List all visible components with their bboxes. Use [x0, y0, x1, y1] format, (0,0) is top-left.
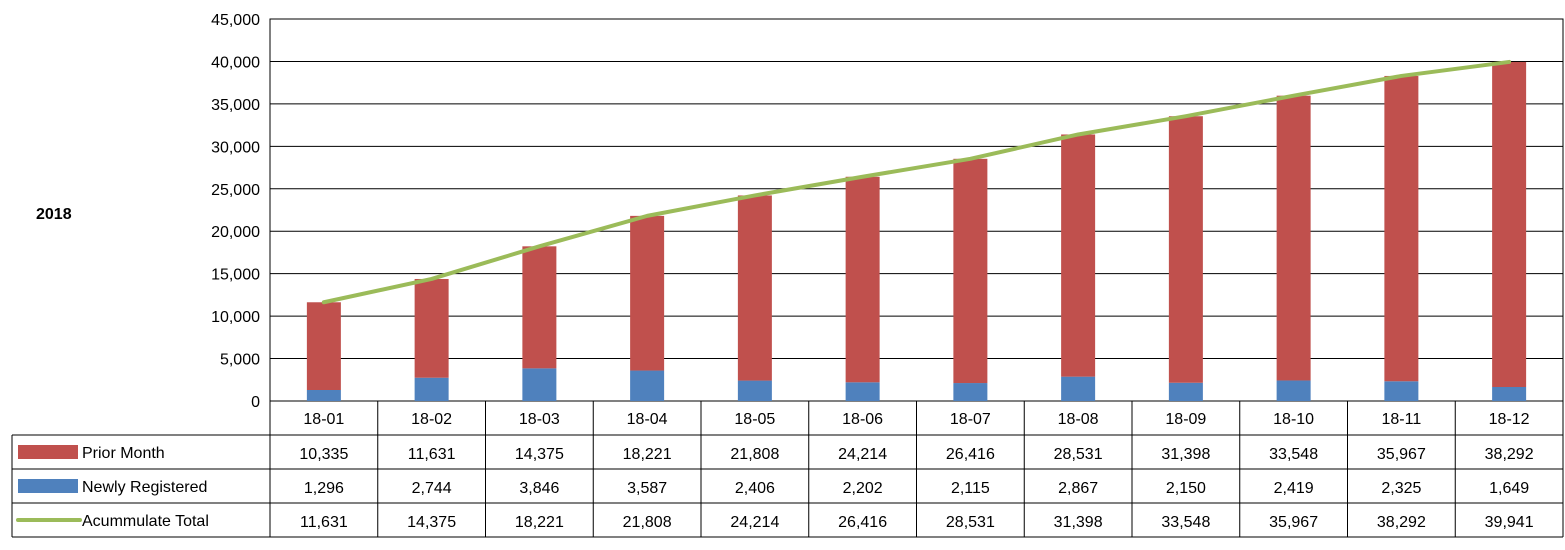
y-tick-label: 40,000 [211, 54, 260, 71]
bar-prior-month [737, 195, 772, 381]
bar-newly-registered [1276, 380, 1311, 401]
x-tick-label: 18-12 [1489, 411, 1530, 428]
table-value: 35,967 [1377, 446, 1426, 463]
table-value: 18,221 [515, 514, 564, 531]
x-tick-label: 18-09 [1165, 411, 1206, 428]
x-tick-label: 18-02 [411, 411, 452, 428]
table-value: 1,649 [1489, 480, 1529, 497]
bar-newly-registered [845, 382, 880, 401]
y-tick-label: 30,000 [211, 139, 260, 156]
table-value: 26,416 [946, 446, 995, 463]
table-value: 2,867 [1058, 480, 1098, 497]
y-axis: 0 5,000 10,000 15,000 20,000 25,000 30,000 35,0… [211, 12, 260, 411]
bar-newly-registered [1384, 381, 1419, 401]
bar-prior-month [306, 302, 341, 390]
bar-prior-month [1276, 95, 1311, 381]
x-tick-label: 18-05 [734, 411, 775, 428]
bar-prior-month [1384, 75, 1419, 382]
bar-prior-month [522, 246, 557, 369]
bar-newly-registered [1492, 387, 1527, 401]
y-tick-label: 25,000 [211, 182, 260, 199]
table-value: 24,214 [838, 446, 887, 463]
bar-newly-registered [737, 380, 772, 401]
table-value: 39,941 [1485, 514, 1534, 531]
y-tick-label: 0 [251, 394, 260, 411]
side-label: 2018 [36, 206, 72, 223]
x-tick-label: 18-06 [842, 411, 883, 428]
x-tick-label: 18-07 [950, 411, 991, 428]
data-table: 18-01 18-02 18-03 18-04 18-05 18-06 18-07 18-08… [11, 401, 1564, 538]
table-value: 2,325 [1381, 480, 1421, 497]
table-value: 14,375 [407, 514, 456, 531]
x-tick-label: 18-11 [1382, 411, 1422, 428]
table-value: 3,846 [519, 480, 559, 497]
bar-newly-registered [414, 377, 449, 401]
bar-prior-month [1168, 116, 1203, 383]
table-value: 11,631 [300, 514, 348, 531]
table-value: 1,296 [304, 480, 344, 497]
bar-newly-registered [306, 389, 341, 401]
table-value: 28,531 [946, 514, 995, 531]
table-value: 28,531 [1054, 446, 1103, 463]
bar-series [306, 61, 1527, 401]
table-value: 10,335 [299, 446, 348, 463]
x-tick-label: 18-03 [519, 411, 560, 428]
legend-label: Acummulate Total [82, 513, 209, 530]
bar-newly-registered [630, 370, 665, 401]
legend-key-newly-registered [18, 479, 78, 493]
table-value: 18,221 [623, 446, 672, 463]
x-tick-label: 18-08 [1058, 411, 1099, 428]
bar-prior-month [630, 215, 665, 371]
bar-newly-registered [522, 368, 557, 401]
y-tick-label: 35,000 [211, 97, 260, 114]
table-value: 2,406 [735, 480, 775, 497]
table-value: 2,115 [951, 480, 990, 497]
bar-prior-month [953, 158, 988, 384]
table-value: 33,548 [1161, 514, 1210, 531]
x-tick-label: 18-04 [627, 411, 668, 428]
table-value: 33,548 [1269, 446, 1318, 463]
bar-prior-month [845, 176, 880, 383]
legend-key-prior-month [18, 445, 78, 459]
y-tick-label: 15,000 [211, 267, 260, 284]
table-value: 31,398 [1054, 514, 1103, 531]
table-value: 26,416 [838, 514, 887, 531]
table-value: 35,967 [1269, 514, 1318, 531]
bar-newly-registered [1061, 376, 1096, 401]
table-value: 21,808 [730, 446, 779, 463]
table-value: 31,398 [1161, 446, 1210, 463]
table-value: 24,214 [730, 514, 779, 531]
table-value: 14,375 [515, 446, 564, 463]
plot-area-border [269, 18, 1564, 402]
y-tick-label: 10,000 [211, 309, 260, 326]
legend-label: Prior Month [82, 445, 165, 462]
table-value: 21,808 [623, 514, 672, 531]
table-value: 38,292 [1485, 446, 1534, 463]
table-value: 2,744 [412, 480, 452, 497]
bar-newly-registered [1168, 382, 1203, 401]
bar-prior-month [414, 278, 449, 378]
line-acummulate-total [321, 59, 1512, 305]
y-tick-label: 20,000 [211, 224, 260, 241]
legend-label: Newly Registered [82, 479, 207, 496]
table-value: 2,150 [1166, 480, 1206, 497]
table-value: 2,419 [1274, 480, 1314, 497]
bar-prior-month [1492, 61, 1527, 388]
x-tick-label: 18-10 [1273, 411, 1314, 428]
gridlines [269, 18, 1564, 402]
bar-newly-registered [953, 383, 988, 401]
table-value: 38,292 [1377, 514, 1426, 531]
table-value: 11,631 [408, 446, 456, 463]
y-tick-label: 5,000 [220, 352, 260, 369]
bar-prior-month [1061, 134, 1096, 377]
x-tick-label: 18-01 [303, 411, 344, 428]
table-value: 3,587 [627, 480, 667, 497]
table-value: 2,202 [843, 480, 883, 497]
line-series [321, 59, 1512, 305]
y-tick-label: 45,000 [211, 12, 260, 29]
